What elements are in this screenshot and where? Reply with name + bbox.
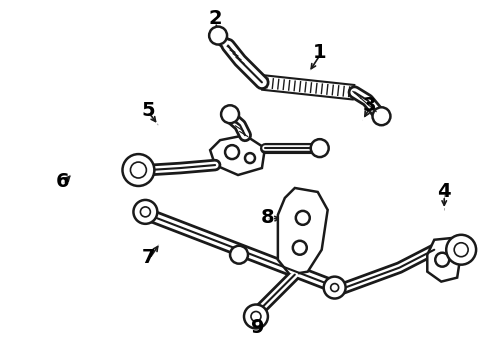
Polygon shape <box>210 135 265 175</box>
Circle shape <box>122 154 154 186</box>
Circle shape <box>133 200 157 224</box>
Circle shape <box>331 284 339 292</box>
Text: 9: 9 <box>251 318 265 337</box>
Circle shape <box>454 243 468 257</box>
Text: 5: 5 <box>142 101 155 120</box>
Circle shape <box>296 211 310 225</box>
Circle shape <box>209 27 227 45</box>
Polygon shape <box>278 188 328 275</box>
Text: 3: 3 <box>363 96 376 115</box>
Text: 1: 1 <box>313 43 326 62</box>
Circle shape <box>130 162 147 178</box>
Circle shape <box>435 253 449 267</box>
Circle shape <box>230 246 248 264</box>
Circle shape <box>293 241 307 255</box>
Circle shape <box>225 145 239 159</box>
Circle shape <box>221 105 239 123</box>
Text: 7: 7 <box>142 248 155 267</box>
Circle shape <box>324 276 345 298</box>
Circle shape <box>311 139 329 157</box>
Text: 6: 6 <box>56 172 70 192</box>
Text: 2: 2 <box>208 9 222 28</box>
Circle shape <box>251 311 261 321</box>
Circle shape <box>141 207 150 217</box>
Text: 8: 8 <box>261 208 275 228</box>
Text: 4: 4 <box>438 183 451 202</box>
Circle shape <box>446 235 476 265</box>
Circle shape <box>244 305 268 328</box>
Circle shape <box>245 153 255 163</box>
Polygon shape <box>427 238 461 282</box>
Circle shape <box>372 107 391 125</box>
